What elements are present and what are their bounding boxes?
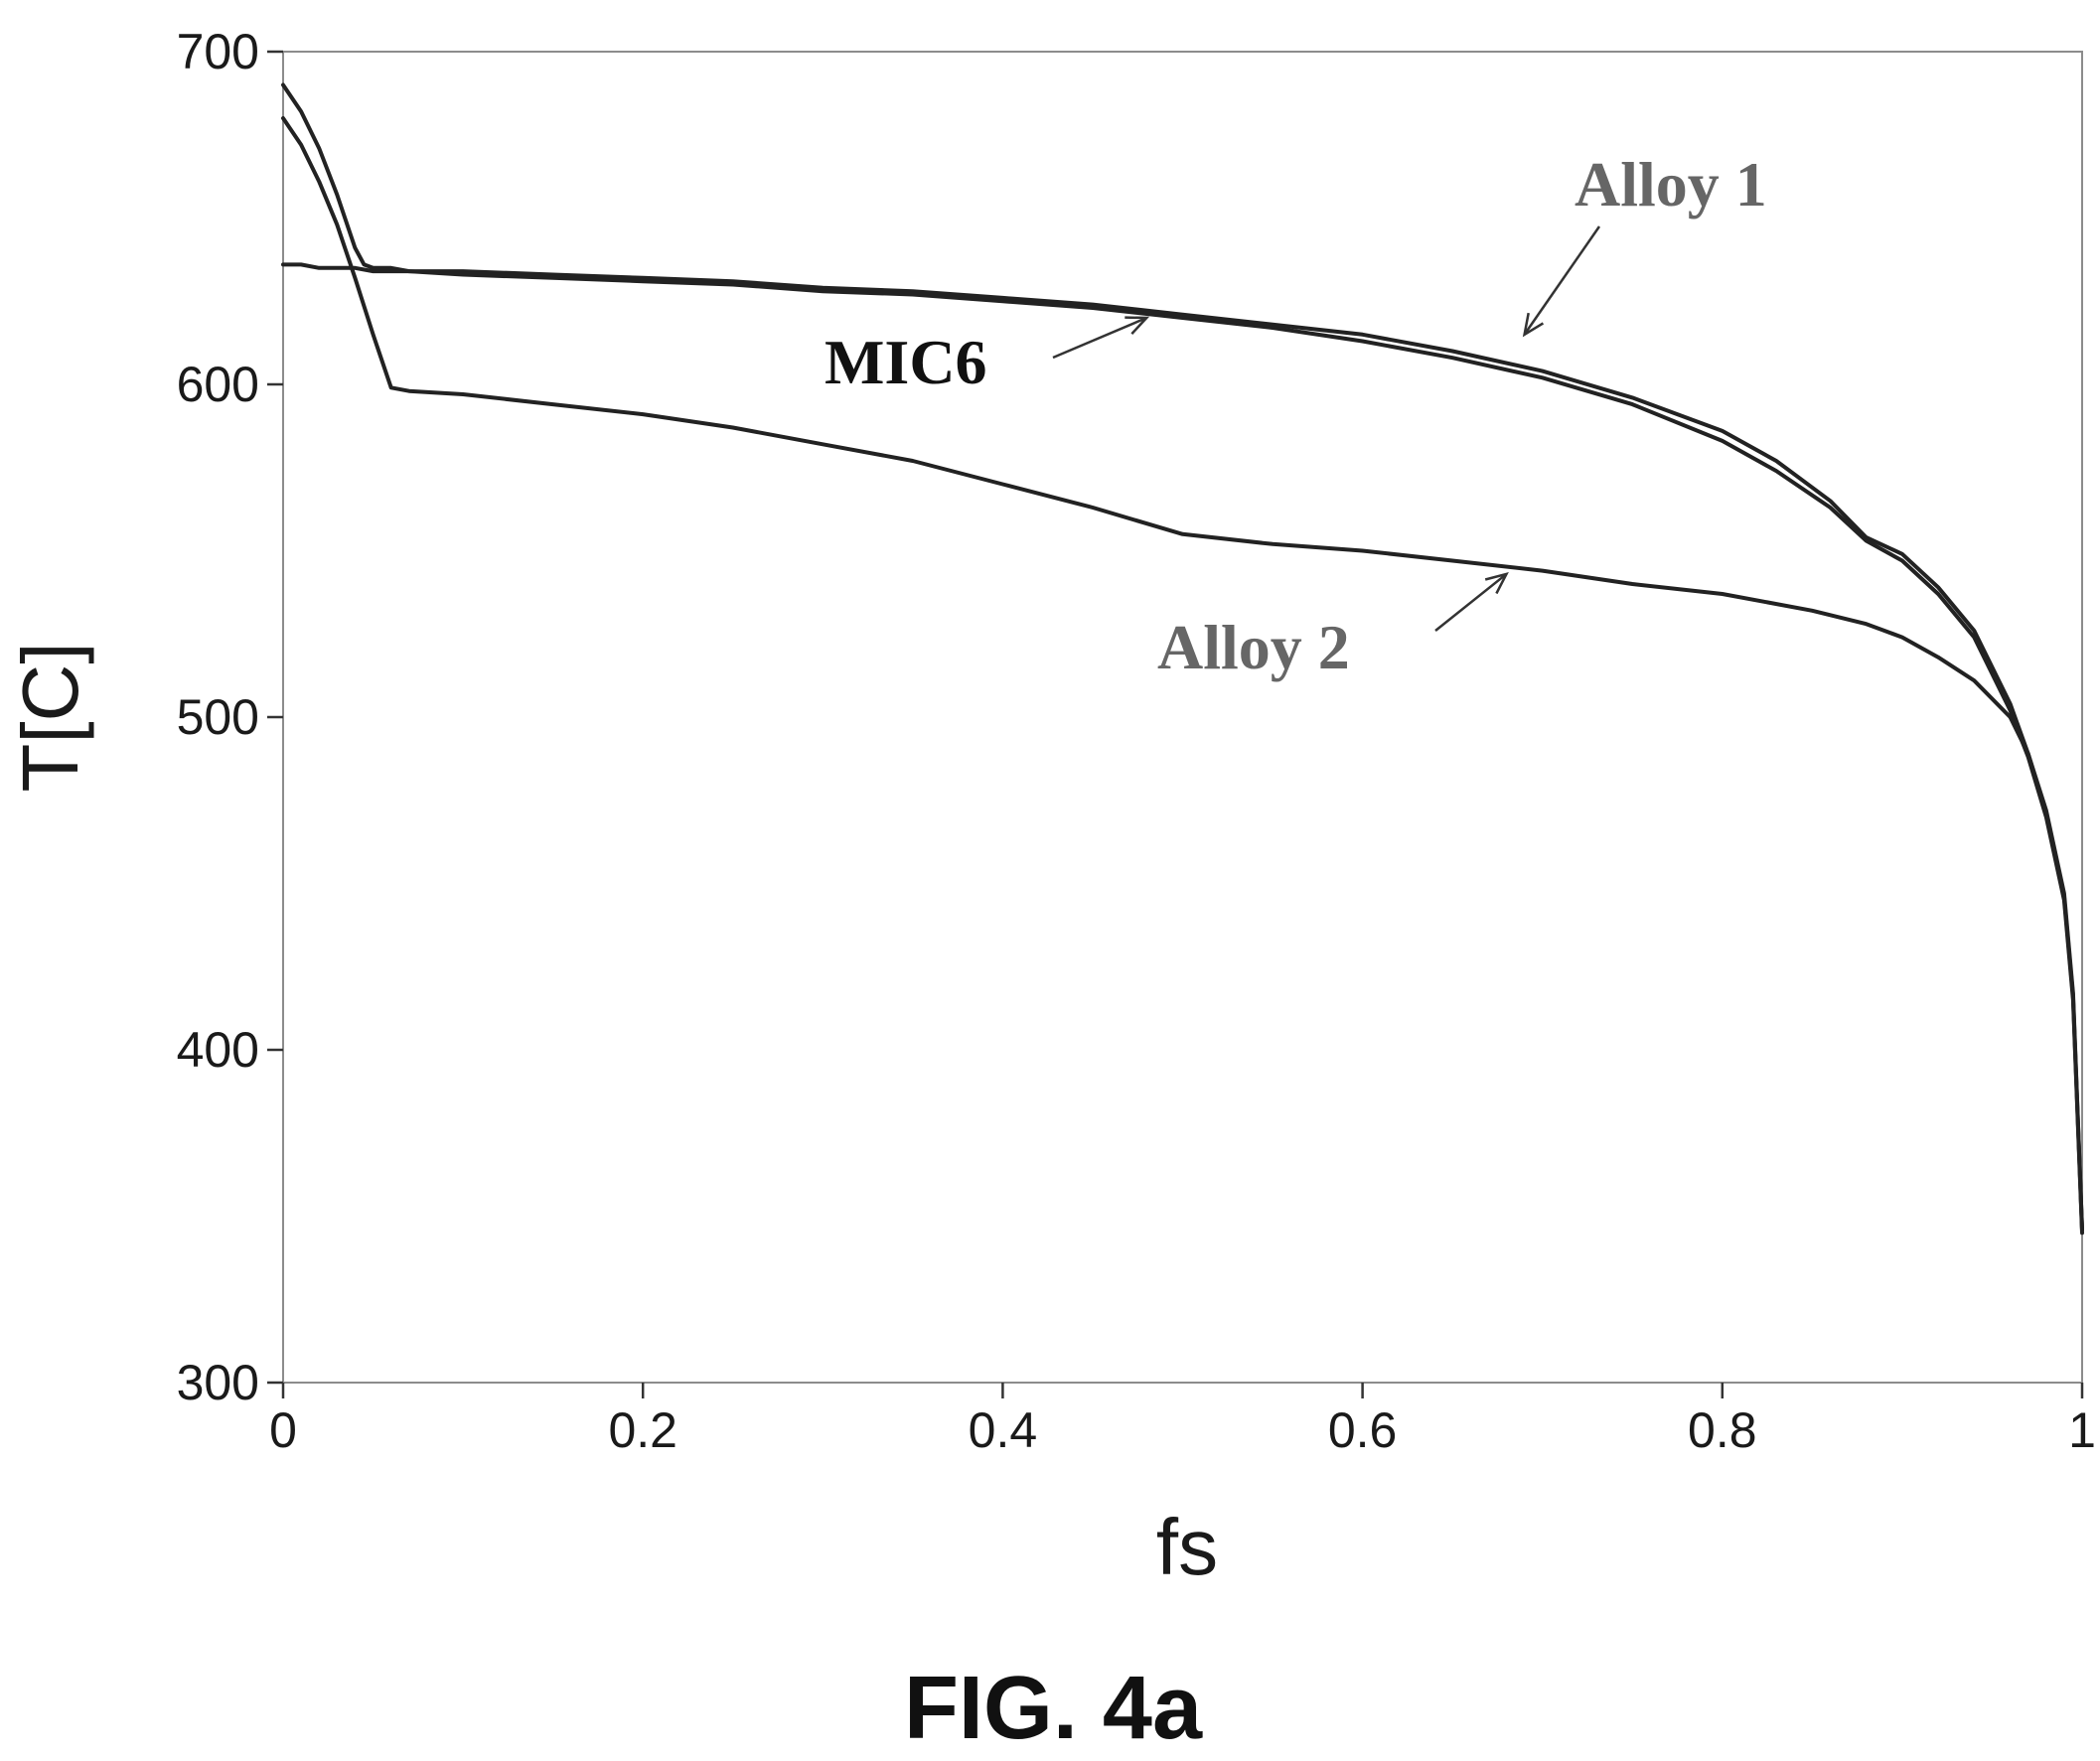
series-lines (281, 82, 2084, 1236)
y-tick-label: 500 (177, 689, 259, 745)
series-line-alloy-1 (281, 82, 2084, 1232)
y-axis-title: T[C] (6, 642, 94, 792)
x-tick-label: 0.4 (969, 1402, 1038, 1458)
x-tick-label: 0.8 (1688, 1402, 1757, 1458)
series-line-mic6 (281, 262, 2084, 1236)
x-tick-label: 0.6 (1328, 1402, 1398, 1458)
annotation-arrowhead-alloy-1 (1522, 312, 1545, 338)
y-tick-label: 600 (177, 357, 259, 412)
annotation-arrow-mic6 (1052, 316, 1147, 360)
annotation-arrowhead-mic6 (1125, 316, 1150, 335)
x-tick-label: 0 (269, 1402, 297, 1458)
x-axis-title: fs (1156, 1503, 1218, 1591)
annotation-arrow-alloy-2 (1434, 572, 1508, 632)
figure-caption: FIG. 4a (904, 1659, 1203, 1758)
series-annotations: MIC6 Alloy 1 Alloy 2 (825, 149, 1767, 682)
x-tick-label: 0.2 (608, 1402, 677, 1458)
y-axis: 300 400 500 600 700 (177, 24, 283, 1410)
annotation-arrow-alloy-1 (1523, 225, 1601, 336)
series-label-alloy-2: Alloy 2 (1157, 612, 1350, 682)
x-tick-label: 1 (2068, 1402, 2096, 1458)
y-tick-label: 700 (177, 24, 259, 79)
y-tick-label: 300 (177, 1355, 259, 1410)
series-label-alloy-1: Alloy 1 (1575, 149, 1767, 220)
annotation-arrowhead-alloy-2 (1484, 571, 1509, 595)
series-line-alloy-2 (281, 116, 2084, 1232)
x-axis: 0 0.2 0.4 0.6 0.8 1 (269, 1383, 2096, 1458)
series-label-mic6: MIC6 (825, 327, 987, 397)
plot-frame (282, 51, 2083, 1384)
y-tick-label: 400 (177, 1022, 259, 1078)
